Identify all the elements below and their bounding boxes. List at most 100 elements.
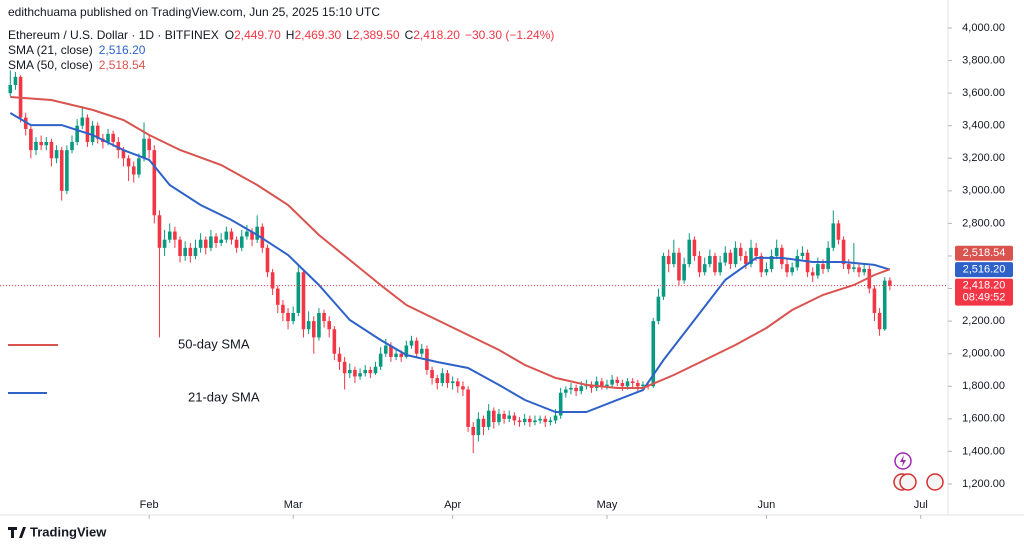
candle-body bbox=[265, 247, 270, 273]
ohlc-key: O bbox=[225, 28, 234, 42]
candle-body bbox=[764, 269, 769, 273]
candle-body bbox=[661, 255, 666, 297]
candle-body bbox=[888, 280, 892, 286]
candle-body bbox=[65, 150, 69, 191]
sma50-badge-bg bbox=[955, 245, 1013, 261]
candle-body bbox=[517, 420, 522, 423]
candle-body bbox=[610, 379, 614, 385]
candle-body bbox=[600, 381, 604, 387]
candle-body bbox=[445, 373, 450, 383]
ohlc-key: L bbox=[346, 28, 353, 42]
candle-body bbox=[461, 386, 465, 390]
candle-body bbox=[414, 340, 419, 354]
candle-body bbox=[800, 252, 805, 256]
candle-body bbox=[548, 420, 553, 423]
candle-body bbox=[466, 389, 470, 427]
candle-body bbox=[85, 117, 90, 142]
sma-line bbox=[10, 96, 891, 389]
candle-body bbox=[306, 321, 311, 330]
candle-body bbox=[713, 255, 717, 273]
candle-body bbox=[594, 381, 599, 388]
candle-body bbox=[692, 239, 697, 256]
sma21-badge-bg bbox=[955, 262, 1013, 278]
candle-body bbox=[219, 239, 223, 243]
x-tick-label: Apr bbox=[444, 499, 461, 511]
sma-line bbox=[9, 112, 891, 413]
candle-body bbox=[193, 247, 198, 256]
candle-body bbox=[666, 255, 671, 265]
candle-body bbox=[214, 236, 218, 243]
symbol-line: Ethereum / U.S. Dollar · 1D · BITFINEX O2… bbox=[8, 28, 554, 42]
candle-body bbox=[862, 269, 866, 273]
candle-body bbox=[749, 247, 753, 265]
candle-body bbox=[167, 231, 172, 240]
candle-body bbox=[383, 345, 388, 354]
candle-body bbox=[198, 239, 203, 248]
y-tick-label: 3,200.00 bbox=[962, 152, 1005, 164]
price-badge-bg bbox=[955, 278, 1013, 306]
candle-body bbox=[183, 247, 187, 256]
candle-body bbox=[569, 387, 573, 390]
candle-body bbox=[718, 262, 722, 273]
publisher: edithchuama published on TradingView.com… bbox=[8, 5, 380, 19]
y-tick-label: 1,800.00 bbox=[962, 380, 1005, 392]
brand: TradingView bbox=[30, 524, 107, 539]
candle-body bbox=[543, 418, 548, 423]
countdown: 08:49:52 bbox=[963, 291, 1006, 303]
candle-body bbox=[224, 231, 229, 240]
legend-sma21: SMA (21, close) 2,516.20 bbox=[8, 43, 146, 57]
y-tick-label: 4,000.00 bbox=[962, 22, 1005, 34]
candle-body bbox=[882, 280, 887, 330]
candle-body bbox=[347, 369, 352, 374]
candle-body bbox=[728, 252, 733, 265]
candle-body bbox=[831, 223, 836, 248]
ohlc-value: 2,418.20 bbox=[413, 28, 460, 42]
candle-body bbox=[872, 288, 877, 313]
candle-body bbox=[363, 369, 368, 374]
candle-body bbox=[723, 252, 728, 263]
x-tick-label: Feb bbox=[140, 499, 159, 511]
candle-body bbox=[49, 141, 54, 159]
candle-body bbox=[708, 255, 712, 265]
candle-body bbox=[754, 247, 758, 256]
candle-body bbox=[805, 252, 810, 273]
tv-logo: TradingView bbox=[8, 524, 107, 539]
candle-body bbox=[440, 373, 445, 383]
candle-body bbox=[553, 415, 558, 421]
candle-body bbox=[337, 353, 342, 362]
legend-sma50: SMA (50, close) 2,518.54 bbox=[8, 58, 146, 72]
candle-body bbox=[471, 426, 476, 436]
candle-body bbox=[697, 255, 702, 273]
legend-value: 2,516.20 bbox=[99, 43, 146, 57]
candle-body bbox=[59, 150, 64, 191]
candle-body bbox=[404, 345, 409, 357]
candle-body bbox=[126, 158, 131, 167]
candle-body bbox=[234, 239, 239, 248]
candle-body bbox=[507, 415, 512, 419]
candle-body bbox=[75, 125, 79, 142]
candle-body bbox=[774, 247, 779, 256]
candle-body bbox=[687, 239, 692, 265]
candle-body bbox=[492, 410, 496, 423]
event-icon-bolt bbox=[900, 455, 906, 467]
candle-body bbox=[821, 264, 825, 270]
candle-body bbox=[106, 133, 110, 142]
candle-body bbox=[785, 264, 789, 273]
sma50-badge: 2,518.54 bbox=[963, 247, 1006, 259]
candle-body bbox=[502, 413, 506, 419]
candle-body bbox=[399, 353, 404, 357]
candle-body bbox=[327, 321, 332, 330]
candle-body bbox=[173, 231, 177, 240]
candle-body bbox=[455, 381, 460, 387]
candle-body bbox=[512, 415, 517, 421]
candle-body bbox=[162, 239, 167, 248]
x-tick-label: Mar bbox=[284, 499, 303, 511]
annotation: 21-day SMA bbox=[188, 389, 260, 404]
legend-name: SMA (21, close) bbox=[8, 43, 93, 57]
candle-body bbox=[245, 231, 249, 237]
candle-body bbox=[255, 226, 259, 240]
candle-body bbox=[368, 369, 373, 374]
candle-body bbox=[80, 117, 85, 126]
